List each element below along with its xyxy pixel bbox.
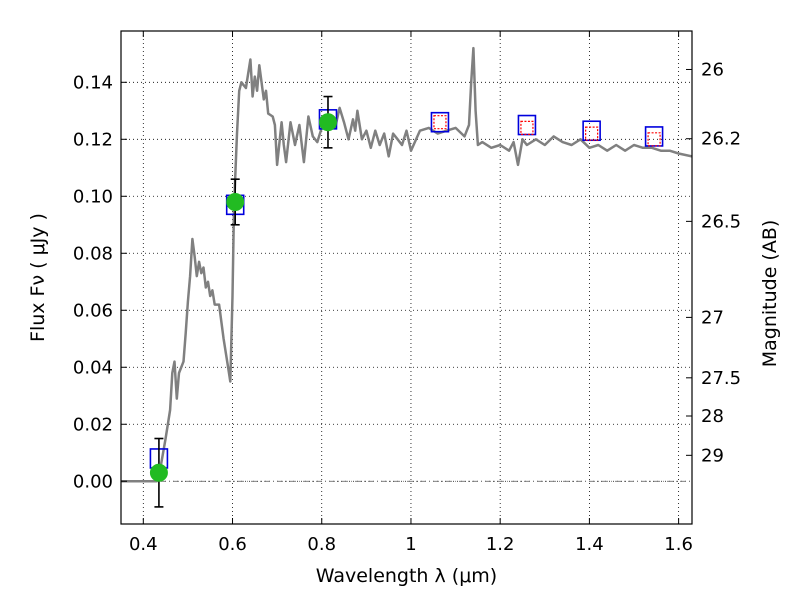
model-photometry-square (430, 111, 450, 133)
x-axis-label: Wavelength λ (μm) (316, 565, 497, 587)
y2-axis-label: Magnitude (AB) (759, 220, 781, 368)
observed-ir-square (585, 126, 599, 141)
model-photometry-square (517, 114, 537, 136)
y-tick-label: 0.00 (73, 471, 113, 492)
y2-tick-label: 26.5 (701, 211, 741, 232)
y-tick-label: 0.06 (73, 300, 113, 321)
observed-ir-square (647, 132, 661, 147)
plot-frame (120, 30, 693, 525)
y2-tick-label: 26.2 (701, 129, 741, 150)
observed-flux-point (149, 463, 168, 482)
model-photometry-square (644, 126, 664, 147)
y-tick-label: 0.10 (73, 186, 113, 207)
model-photometry-square (582, 120, 601, 142)
plot-area (121, 46, 692, 508)
observed-ir-square (520, 120, 534, 135)
x-tick-label: 0.6 (218, 534, 247, 555)
y-tick-label: 0.08 (73, 243, 113, 264)
observed-ir-square (433, 115, 447, 130)
y2-tick-label: 28 (701, 406, 724, 427)
y2-tick-label: 29 (701, 445, 724, 466)
model-spectrum-line (121, 46, 692, 483)
y-tick-label: 0.02 (73, 414, 113, 435)
axis-ticks: 0.4 0.6 0.8 1 1.2 1.4 1.6 0.00 0.02 0.04 0.06 0.08 0… (73, 31, 741, 555)
x-tick-label: 0.8 (307, 534, 336, 555)
x-tick-label: 1 (405, 534, 416, 555)
grid (121, 31, 692, 524)
y2-tick-label: 26 (701, 59, 724, 80)
observed-flux-point (318, 113, 337, 132)
y-axis-label: Flux Fν ( μJy ) (27, 213, 49, 342)
observed-flux-point (226, 192, 245, 211)
y2-tick-label: 27 (701, 307, 724, 328)
y-tick-label: 0.14 (73, 72, 113, 93)
x-tick-label: 1.2 (486, 534, 515, 555)
y-tick-label: 0.12 (73, 129, 113, 150)
x-tick-label: 1.6 (664, 534, 693, 555)
x-tick-label: 1.4 (575, 534, 604, 555)
x-tick-label: 0.4 (129, 534, 158, 555)
y-tick-label: 0.04 (73, 357, 113, 378)
y2-tick-label: 27.5 (701, 368, 741, 389)
